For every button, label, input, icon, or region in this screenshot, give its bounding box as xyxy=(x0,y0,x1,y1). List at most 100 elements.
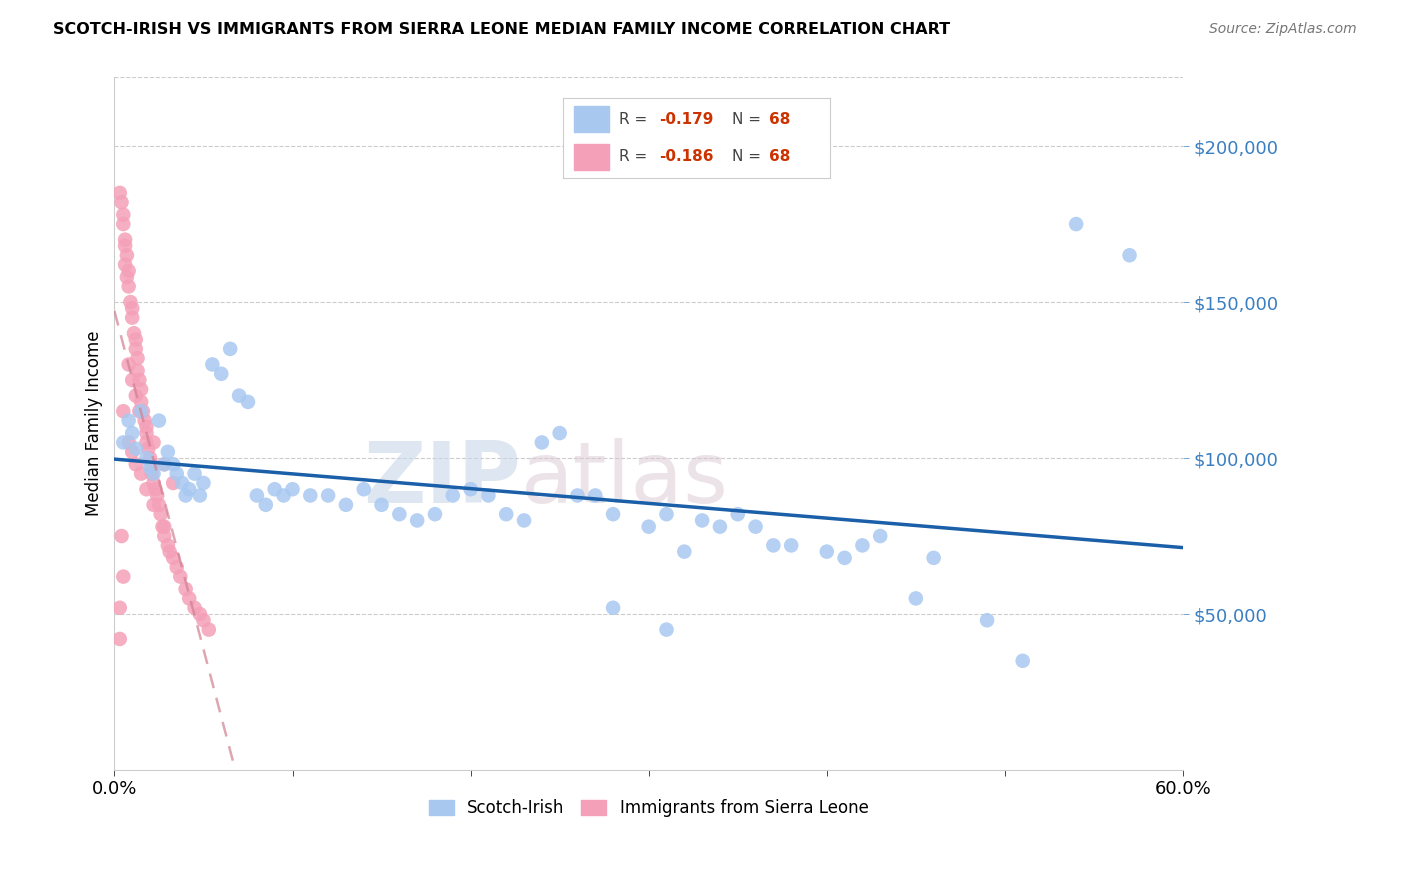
Point xyxy=(193,475,215,490)
Point xyxy=(141,457,163,471)
Point xyxy=(159,544,181,558)
Point xyxy=(602,600,624,615)
Point xyxy=(156,538,179,552)
Point xyxy=(118,435,141,450)
Point xyxy=(148,414,170,428)
Point xyxy=(156,444,179,458)
Y-axis label: Median Family Income: Median Family Income xyxy=(86,331,103,516)
Point xyxy=(166,560,188,574)
Point xyxy=(815,544,838,558)
Point xyxy=(118,264,141,278)
Point xyxy=(135,482,157,496)
Point xyxy=(114,258,136,272)
Point xyxy=(128,404,150,418)
Point xyxy=(121,301,143,316)
Point xyxy=(780,538,803,552)
Point xyxy=(869,529,891,543)
Point xyxy=(530,435,553,450)
Point xyxy=(162,475,184,490)
Point xyxy=(118,358,141,372)
Point xyxy=(179,482,201,496)
Point xyxy=(495,507,517,521)
Point xyxy=(146,488,169,502)
Text: Source: ZipAtlas.com: Source: ZipAtlas.com xyxy=(1209,22,1357,37)
Point xyxy=(110,195,132,210)
Point xyxy=(121,426,143,441)
Point xyxy=(153,519,176,533)
Point xyxy=(198,623,221,637)
Point xyxy=(904,591,927,606)
Point xyxy=(122,326,145,341)
Point xyxy=(637,519,659,533)
Point xyxy=(120,295,142,310)
Point xyxy=(110,529,132,543)
Point xyxy=(423,507,446,521)
Point xyxy=(228,389,250,403)
Point xyxy=(188,488,211,502)
Point xyxy=(125,333,148,347)
Point xyxy=(1118,248,1140,262)
Point xyxy=(145,482,167,496)
Point xyxy=(118,414,141,428)
Point xyxy=(129,404,152,418)
Point xyxy=(388,507,411,521)
Point xyxy=(118,279,141,293)
Point xyxy=(121,373,143,387)
Point xyxy=(655,507,678,521)
Point xyxy=(673,544,696,558)
Point xyxy=(127,351,149,366)
Point xyxy=(128,373,150,387)
Point xyxy=(135,435,157,450)
Point xyxy=(219,342,242,356)
Point xyxy=(112,404,135,418)
Point xyxy=(441,488,464,502)
Point xyxy=(567,488,589,502)
Point xyxy=(129,467,152,481)
Point xyxy=(299,488,322,502)
Point xyxy=(141,467,163,481)
Point xyxy=(108,632,131,646)
Point xyxy=(236,395,259,409)
Point xyxy=(583,488,606,502)
Point xyxy=(169,569,191,583)
Point xyxy=(246,488,269,502)
Point xyxy=(112,217,135,231)
Point xyxy=(135,450,157,465)
Point xyxy=(183,467,205,481)
Point xyxy=(142,475,165,490)
Point xyxy=(114,239,136,253)
Point xyxy=(166,467,188,481)
Point xyxy=(108,186,131,200)
Point xyxy=(281,482,304,496)
Point xyxy=(153,457,176,471)
Point xyxy=(112,435,135,450)
Point xyxy=(174,488,197,502)
Point xyxy=(135,420,157,434)
Point xyxy=(127,364,149,378)
Point xyxy=(183,600,205,615)
Point xyxy=(142,498,165,512)
Point xyxy=(139,450,162,465)
Point xyxy=(201,358,224,372)
Point xyxy=(922,550,945,565)
Point xyxy=(353,482,375,496)
Point xyxy=(114,233,136,247)
Point xyxy=(162,457,184,471)
Point xyxy=(129,383,152,397)
Point xyxy=(1064,217,1087,231)
Point xyxy=(370,498,392,512)
Point xyxy=(125,442,148,456)
Point xyxy=(134,414,156,428)
Point xyxy=(762,538,785,552)
Point xyxy=(153,529,176,543)
Point xyxy=(125,342,148,356)
Legend: Scotch-Irish, Immigrants from Sierra Leone: Scotch-Irish, Immigrants from Sierra Leo… xyxy=(422,793,875,824)
Point xyxy=(125,457,148,471)
Point xyxy=(174,582,197,596)
Point xyxy=(548,426,571,441)
Point xyxy=(273,488,295,502)
Point xyxy=(108,600,131,615)
Point xyxy=(209,367,232,381)
Point xyxy=(142,435,165,450)
Point xyxy=(162,550,184,565)
